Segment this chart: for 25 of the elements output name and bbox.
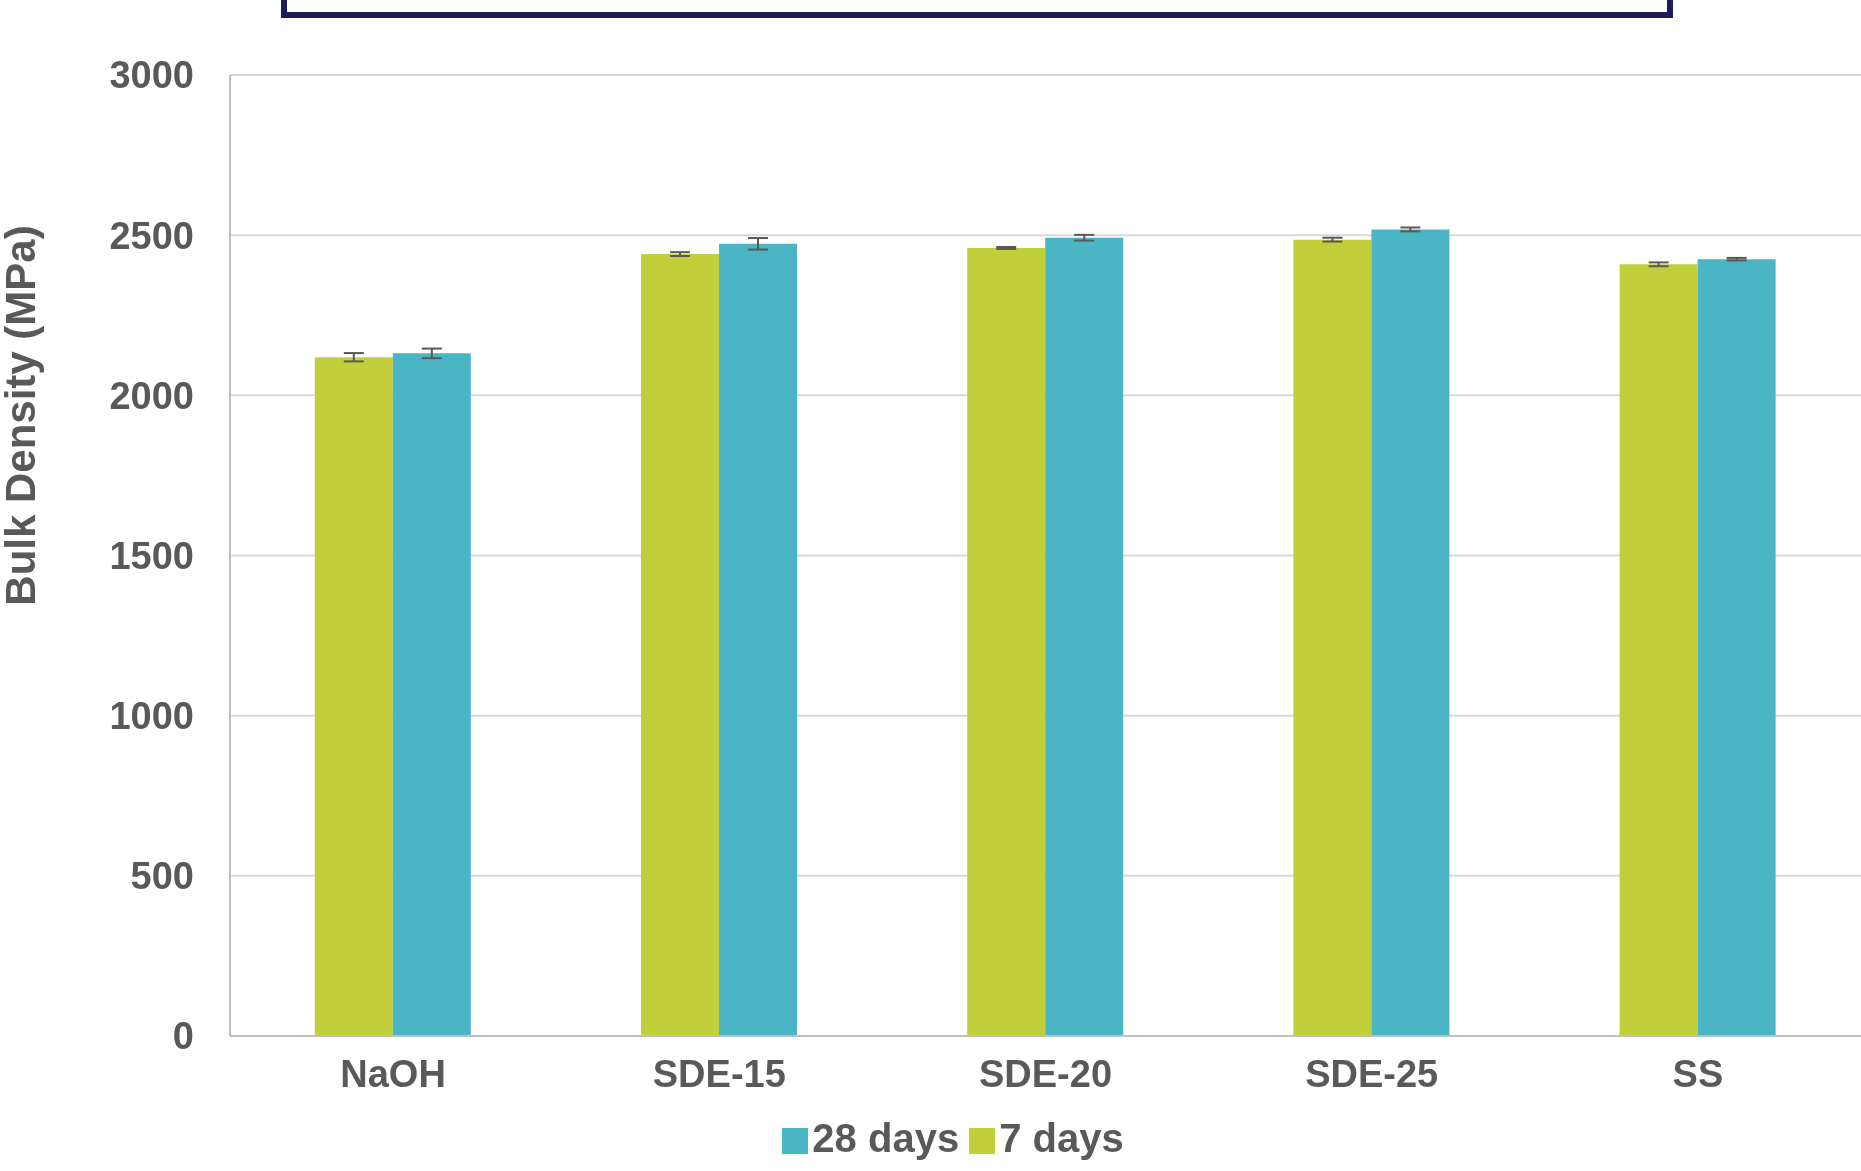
y-tick-label: 0 bbox=[172, 1015, 194, 1058]
x-tick-label: SDE-15 bbox=[652, 1052, 786, 1095]
bar bbox=[719, 243, 798, 1036]
bar bbox=[392, 353, 471, 1036]
x-tick-label: SS bbox=[1672, 1052, 1724, 1095]
bar bbox=[967, 247, 1046, 1036]
bar bbox=[314, 357, 393, 1036]
legend-label: 7 days bbox=[999, 1116, 1124, 1160]
bar bbox=[1293, 239, 1372, 1036]
bar bbox=[1697, 259, 1776, 1036]
bar bbox=[1045, 237, 1124, 1036]
y-tick-label: 1500 bbox=[109, 534, 194, 577]
y-tick-label: 2000 bbox=[109, 374, 194, 417]
x-tick-label: NaOH bbox=[340, 1052, 446, 1095]
bar bbox=[1619, 264, 1698, 1036]
bar bbox=[641, 254, 720, 1036]
y-axis-title: Bulk Density (MPa) bbox=[0, 225, 44, 606]
x-tick-label: SDE-25 bbox=[1305, 1052, 1439, 1095]
y-tick-label: 1000 bbox=[109, 695, 194, 738]
x-tick-label: SDE-20 bbox=[978, 1052, 1113, 1095]
legend-label: 28 days bbox=[812, 1116, 960, 1160]
y-tick-label: 500 bbox=[130, 855, 194, 898]
y-tick-label: 2500 bbox=[109, 214, 194, 257]
y-tick-label: 3000 bbox=[109, 54, 194, 97]
bar bbox=[1371, 229, 1450, 1036]
